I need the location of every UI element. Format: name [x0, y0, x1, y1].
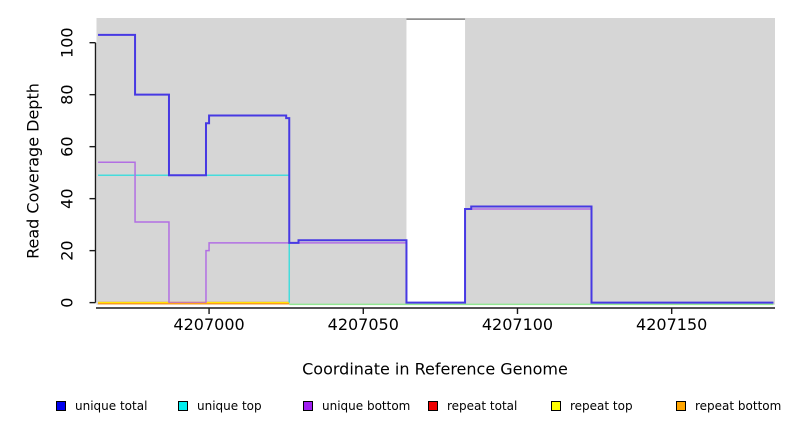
y-tick-label: 0	[58, 298, 77, 308]
legend-swatch-repeat-total	[428, 401, 438, 411]
legend-label: unique total	[75, 399, 148, 413]
no-data-band	[406, 20, 466, 304]
legend-swatch-unique-top	[178, 401, 188, 411]
legend-label: repeat top	[570, 399, 633, 413]
legend-item-unique-top: unique top	[178, 399, 262, 413]
x-tick-label: 4207000	[173, 315, 244, 334]
legend-label: repeat bottom	[695, 399, 782, 413]
legend-label: unique bottom	[322, 399, 411, 413]
legend-swatch-repeat-top	[551, 401, 561, 411]
legend-swatch-unique-total	[56, 401, 66, 411]
legend-item-unique-bottom: unique bottom	[303, 399, 410, 413]
legend-swatch-repeat-bottom	[676, 401, 686, 411]
y-tick-label: 20	[58, 240, 77, 260]
y-tick-label: 40	[58, 188, 77, 208]
x-axis-title: Coordinate in Reference Genome	[302, 359, 568, 379]
x-tick-label: 4207050	[328, 315, 399, 334]
series-line-unique-total	[98, 33, 774, 304]
y-axis-title: Read Coverage Depth	[23, 83, 43, 259]
legend: unique total unique top unique bottom re…	[0, 399, 792, 415]
legend-item-repeat-total: repeat total	[428, 399, 517, 413]
y-tick-label: 60	[58, 136, 77, 156]
y-tick-label: 80	[58, 84, 77, 104]
legend-item-repeat-top: repeat top	[551, 399, 633, 413]
y-tick-label: 100	[58, 27, 77, 58]
legend-item-repeat-bottom: repeat bottom	[676, 399, 781, 413]
x-tick-label: 4207100	[482, 315, 553, 334]
x-tick-label: 4207150	[636, 315, 707, 334]
legend-label: repeat total	[447, 399, 518, 413]
legend-label: unique top	[197, 399, 262, 413]
legend-swatch-unique-bottom	[303, 401, 313, 411]
legend-item-unique-total: unique total	[56, 399, 147, 413]
